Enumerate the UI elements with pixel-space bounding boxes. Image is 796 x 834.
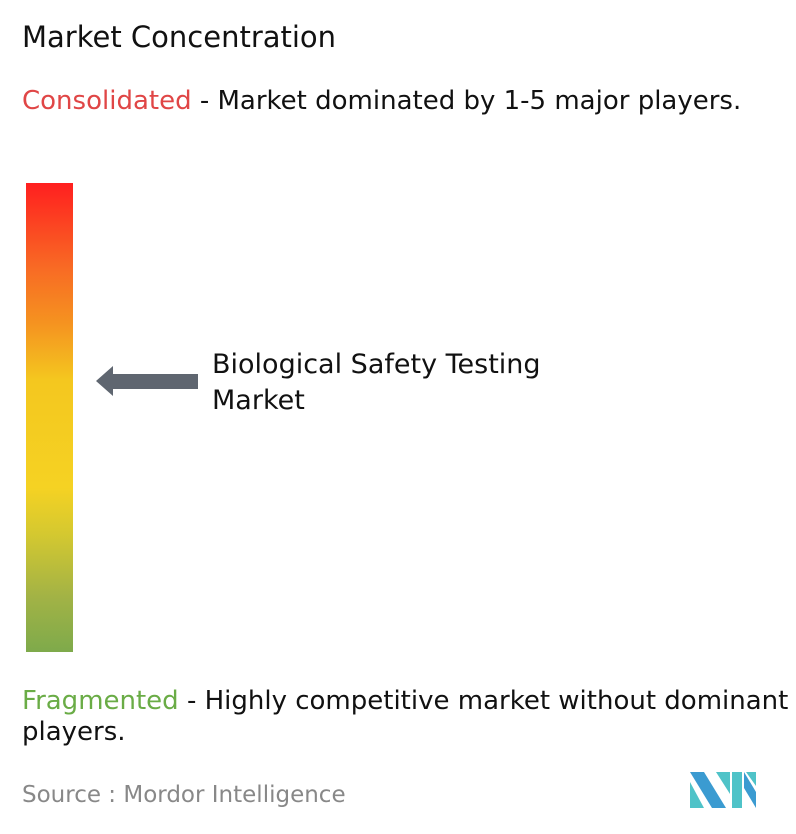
consolidated-label: Consolidated <box>22 86 192 116</box>
fragmented-label: Fragmented <box>22 686 179 716</box>
source-text: Source : Mordor Intelligence <box>22 782 346 808</box>
page-title: Market Concentration <box>22 20 337 54</box>
fragmented-description: - Highly competitive market without domi… <box>22 686 789 747</box>
mordor-intelligence-logo-icon <box>690 772 756 808</box>
concentration-gradient-bar <box>26 183 73 652</box>
market-position-label: Biological Safety Testing Market <box>212 347 592 419</box>
left-arrow-icon <box>96 366 198 396</box>
consolidated-description: - Market dominated by 1-5 major players. <box>191 86 742 116</box>
consolidated-legend: Consolidated - Market dominated by 1-5 m… <box>22 86 792 117</box>
market-name: Biological Safety Testing Market <box>212 349 541 416</box>
fragmented-legend: Fragmented - Highly competitive market w… <box>22 686 792 748</box>
